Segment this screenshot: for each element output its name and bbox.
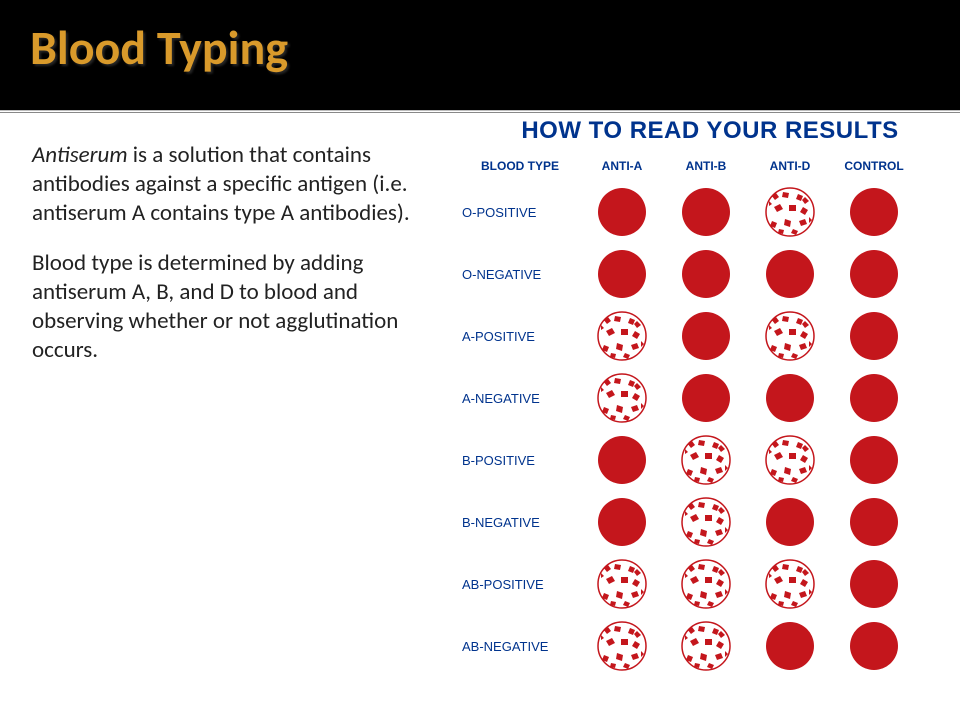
- result-cell: [832, 617, 916, 675]
- para-2-text: Blood type is determined by adding antis…: [32, 249, 398, 363]
- solid-drop-icon: [849, 559, 899, 609]
- solid-drop-icon: [765, 497, 815, 547]
- agglutinated-drop-icon: [765, 559, 815, 609]
- agglutinated-drop-icon: [681, 435, 731, 485]
- result-cell: [664, 617, 748, 675]
- row-head-a-positive: A-POSITIVE: [460, 329, 580, 344]
- solid-drop-icon: [765, 621, 815, 671]
- result-cell: [664, 183, 748, 241]
- results-heading: HOW TO READ YOUR RESULTS: [460, 117, 960, 145]
- agglutinated-drop-icon: [681, 497, 731, 547]
- result-cell: [832, 183, 916, 241]
- result-cell: [748, 493, 832, 551]
- result-cell: [580, 493, 664, 551]
- title-bar: Blood Typing: [0, 0, 960, 110]
- paragraph-2: Blood type is determined by adding antis…: [32, 249, 442, 364]
- result-cell: [664, 555, 748, 613]
- result-cell: [748, 307, 832, 365]
- agglutinated-drop-icon: [597, 559, 647, 609]
- result-cell: [664, 431, 748, 489]
- result-cell: [580, 431, 664, 489]
- solid-drop-icon: [849, 497, 899, 547]
- solid-drop-icon: [597, 187, 647, 237]
- results-chart: BLOOD TYPEANTI-AANTI-BANTI-DCONTROL O-POS…: [460, 159, 960, 675]
- solid-drop-icon: [597, 249, 647, 299]
- col-head-control: CONTROL: [832, 159, 916, 179]
- solid-drop-icon: [681, 373, 731, 423]
- solid-drop-icon: [597, 435, 647, 485]
- result-cell: [580, 307, 664, 365]
- result-cell: [832, 555, 916, 613]
- col-head-anti-d: ANTI-D: [748, 159, 832, 179]
- row-head-o-negative: O-NEGATIVE: [460, 267, 580, 282]
- result-cell: [832, 369, 916, 427]
- result-cell: [748, 555, 832, 613]
- solid-drop-icon: [849, 621, 899, 671]
- agglutinated-drop-icon: [597, 311, 647, 361]
- solid-drop-icon: [681, 311, 731, 361]
- page-title: Blood Typing: [30, 18, 960, 77]
- result-cell: [832, 493, 916, 551]
- row-head-b-negative: B-NEGATIVE: [460, 515, 580, 530]
- results-column: HOW TO READ YOUR RESULTS BLOOD TYPEANTI-…: [460, 113, 960, 675]
- result-cell: [748, 369, 832, 427]
- result-cell: [580, 617, 664, 675]
- agglutinated-drop-icon: [597, 373, 647, 423]
- italic-term: Antiserum: [32, 141, 128, 169]
- result-cell: [832, 431, 916, 489]
- col-head-bloodtype: BLOOD TYPE: [460, 159, 580, 179]
- agglutinated-drop-icon: [681, 621, 731, 671]
- solid-drop-icon: [849, 187, 899, 237]
- agglutinated-drop-icon: [681, 559, 731, 609]
- solid-drop-icon: [849, 249, 899, 299]
- paragraph-1: Antiserum is a solution that contains an…: [32, 141, 442, 227]
- row-head-o-positive: O-POSITIVE: [460, 205, 580, 220]
- row-head-b-positive: B-POSITIVE: [460, 453, 580, 468]
- content-area: Antiserum is a solution that contains an…: [0, 113, 960, 675]
- result-cell: [748, 245, 832, 303]
- agglutinated-drop-icon: [765, 435, 815, 485]
- agglutinated-drop-icon: [597, 621, 647, 671]
- row-head-ab-negative: AB-NEGATIVE: [460, 639, 580, 654]
- row-head-ab-positive: AB-POSITIVE: [460, 577, 580, 592]
- agglutinated-drop-icon: [765, 187, 815, 237]
- result-cell: [580, 555, 664, 613]
- result-cell: [832, 307, 916, 365]
- row-head-a-negative: A-NEGATIVE: [460, 391, 580, 406]
- solid-drop-icon: [849, 311, 899, 361]
- result-cell: [664, 369, 748, 427]
- solid-drop-icon: [681, 249, 731, 299]
- solid-drop-icon: [849, 435, 899, 485]
- solid-drop-icon: [681, 187, 731, 237]
- result-cell: [664, 245, 748, 303]
- solid-drop-icon: [765, 249, 815, 299]
- result-cell: [580, 369, 664, 427]
- solid-drop-icon: [765, 373, 815, 423]
- result-cell: [664, 307, 748, 365]
- result-cell: [832, 245, 916, 303]
- agglutinated-drop-icon: [765, 311, 815, 361]
- result-cell: [580, 245, 664, 303]
- result-cell: [748, 431, 832, 489]
- result-cell: [664, 493, 748, 551]
- col-head-anti-a: ANTI-A: [580, 159, 664, 179]
- result-cell: [748, 617, 832, 675]
- solid-drop-icon: [849, 373, 899, 423]
- result-cell: [580, 183, 664, 241]
- description-column: Antiserum is a solution that contains an…: [0, 113, 460, 675]
- solid-drop-icon: [597, 497, 647, 547]
- col-head-anti-b: ANTI-B: [664, 159, 748, 179]
- result-cell: [748, 183, 832, 241]
